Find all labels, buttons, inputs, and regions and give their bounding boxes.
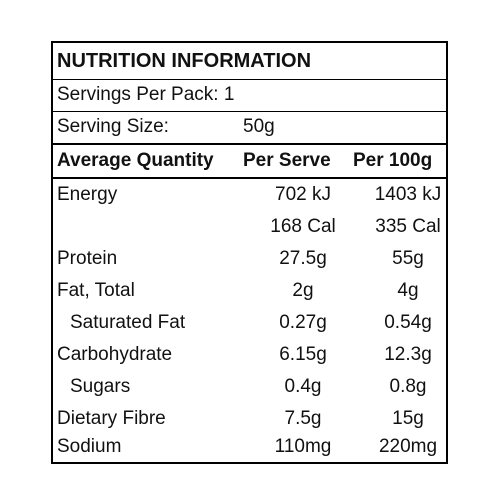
divider: [53, 79, 446, 80]
header-quantity: Average Quantity: [57, 150, 214, 171]
table-row: Carbohydrate 6.15g 12.3g: [53, 339, 446, 371]
panel-title-row: NUTRITION INFORMATION: [53, 45, 446, 77]
per-serve-value: 0.27g: [279, 312, 327, 333]
serving-size-row: Serving Size: 50g: [53, 111, 446, 143]
nutrient-name: Energy: [57, 184, 118, 205]
table-row: Protein 27.5g 55g: [53, 243, 446, 275]
table-row: Fat, Total 2g 4g: [53, 275, 446, 307]
servings-per-pack: Servings Per Pack: 1: [57, 84, 235, 105]
table-row: 168 Cal 335 Cal: [53, 211, 446, 243]
per-serve-value: 702 kJ: [275, 184, 331, 205]
panel-title: NUTRITION INFORMATION: [57, 50, 312, 72]
divider-thick: [53, 177, 446, 179]
per-serve-value: 2g: [292, 280, 314, 301]
table-row: Energy 702 kJ 1403 kJ: [53, 179, 446, 211]
per-100g-value: 4g: [397, 280, 419, 301]
per-100g-value: 335 Cal: [375, 216, 441, 237]
nutrient-name: Fat, Total: [57, 280, 135, 301]
per-100g-value: 0.8g: [389, 376, 427, 397]
divider-thick: [53, 143, 446, 145]
per-100g-value: 1403 kJ: [374, 184, 442, 205]
serving-size-value: 50g: [243, 116, 275, 137]
per-100g-value: 15g: [392, 408, 424, 429]
table-row: Sugars 0.4g 0.8g: [53, 371, 446, 403]
header-per-100g: Per 100g: [353, 150, 433, 171]
nutrient-name: Sugars: [70, 376, 131, 397]
servings-row: Servings Per Pack: 1: [53, 79, 446, 111]
column-header-row: Average Quantity Per Serve Per 100g: [53, 145, 446, 177]
per-serve-value: 168 Cal: [270, 216, 336, 237]
per-100g-value: 0.54g: [384, 312, 432, 333]
per-100g-value: 55g: [392, 248, 424, 269]
per-100g-value: 12.3g: [384, 344, 432, 365]
per-serve-value: 110mg: [274, 436, 332, 457]
per-serve-value: 7.5g: [284, 408, 322, 429]
nutrient-name: Dietary Fibre: [57, 408, 166, 429]
nutrient-name: Carbohydrate: [57, 344, 173, 365]
nutrient-name: Saturated Fat: [70, 312, 186, 333]
nutrient-name: Sodium: [57, 436, 122, 457]
table-row: Saturated Fat 0.27g 0.54g: [53, 307, 446, 339]
header-per-serve: Per Serve: [243, 150, 331, 171]
nutrient-name: Protein: [57, 248, 118, 269]
nutrition-panel: NUTRITION INFORMATION Servings Per Pack:…: [51, 41, 448, 464]
table-row: Dietary Fibre 7.5g 15g: [53, 403, 446, 435]
table-row: Sodium 110mg 220mg: [53, 431, 446, 463]
per-serve-value: 27.5g: [279, 248, 327, 269]
per-100g-value: 220mg: [378, 436, 438, 457]
per-serve-value: 6.15g: [279, 344, 327, 365]
divider: [53, 111, 446, 112]
serving-size-label: Serving Size:: [57, 116, 169, 137]
per-serve-value: 0.4g: [284, 376, 322, 397]
